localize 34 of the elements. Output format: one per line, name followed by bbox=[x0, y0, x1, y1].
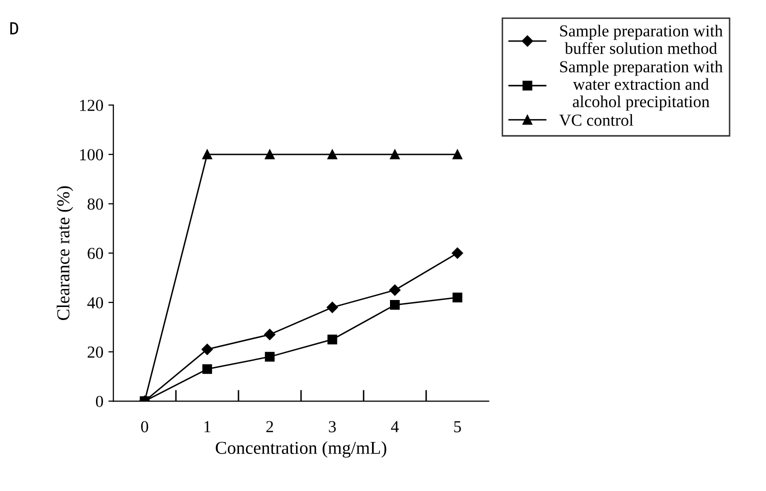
point bbox=[264, 328, 276, 340]
x-tick-label: 0 bbox=[141, 421, 148, 432]
point bbox=[326, 302, 338, 313]
point bbox=[390, 150, 400, 160]
x-tick-label: 1 bbox=[204, 421, 210, 432]
y-tick-label: 60 bbox=[88, 248, 104, 260]
point bbox=[390, 300, 400, 310]
x-tick-label: 5 bbox=[454, 421, 461, 432]
point bbox=[202, 364, 212, 374]
legend-label: VC control bbox=[559, 114, 634, 126]
x-axis-title: Concentration (mg/mL) bbox=[216, 441, 386, 458]
x-tick-label: 2 bbox=[266, 421, 274, 432]
point bbox=[202, 344, 213, 355]
y-tick-label: 40 bbox=[87, 297, 104, 308]
text: D bbox=[10, 22, 18, 34]
point bbox=[452, 292, 462, 302]
y-tick-label: 0 bbox=[96, 396, 104, 408]
point bbox=[389, 284, 400, 296]
legend-label: Sample preparation with water extraction and alcohol precipitation bbox=[560, 60, 723, 111]
point bbox=[452, 248, 464, 259]
legend-label: Sample preparation with buffer solution method bbox=[560, 24, 723, 54]
y-tick-label: 20 bbox=[88, 346, 104, 358]
y-tick-label: 80 bbox=[88, 198, 104, 210]
y-tick-label: 100 bbox=[80, 149, 104, 160]
point bbox=[202, 150, 212, 160]
y-tick-label: 120 bbox=[80, 100, 104, 112]
point bbox=[264, 150, 275, 160]
x-tick-label: 3 bbox=[328, 421, 336, 432]
x-tick-label: 4 bbox=[391, 421, 399, 432]
point bbox=[327, 334, 338, 344]
point bbox=[264, 352, 275, 362]
point bbox=[327, 150, 338, 160]
point bbox=[452, 150, 462, 160]
y-axis-title: Clearance rate (%) bbox=[56, 186, 74, 320]
